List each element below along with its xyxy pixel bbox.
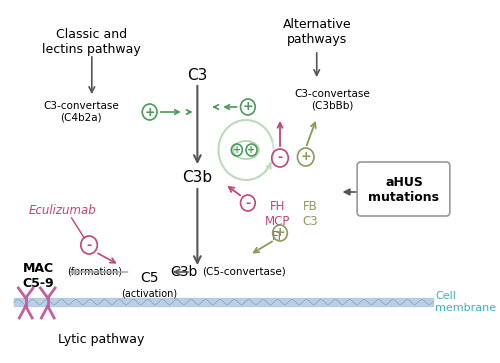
Text: -: - — [246, 196, 250, 209]
Text: MAC
C5-9: MAC C5-9 — [22, 262, 54, 290]
Text: C3: C3 — [187, 68, 208, 82]
Text: +: + — [300, 151, 311, 163]
Text: Classic and
lectins pathway: Classic and lectins pathway — [42, 28, 141, 56]
Text: C3-convertase
(C4b2a): C3-convertase (C4b2a) — [43, 101, 118, 123]
Text: (C5-convertase): (C5-convertase) — [202, 267, 285, 277]
Text: Alternative
pathways: Alternative pathways — [282, 18, 351, 46]
Text: -: - — [86, 238, 92, 252]
Text: C3-convertase
(C3bBb): C3-convertase (C3bBb) — [294, 89, 370, 111]
Text: C3b: C3b — [182, 171, 212, 185]
Text: FH
MCP
FI: FH MCP FI — [264, 200, 290, 243]
Text: +: + — [144, 106, 155, 118]
Text: -: - — [278, 151, 282, 164]
Text: aHUS
mutations: aHUS mutations — [368, 176, 440, 204]
FancyBboxPatch shape — [357, 162, 450, 216]
Text: C3b: C3b — [170, 265, 198, 279]
Text: FB
C3: FB C3 — [302, 200, 318, 228]
Text: +: + — [274, 227, 285, 240]
Text: Lytic pathway: Lytic pathway — [58, 334, 144, 347]
Text: Eculizumab: Eculizumab — [28, 204, 96, 216]
Text: +: + — [248, 145, 256, 155]
Text: +: + — [233, 145, 241, 155]
Text: C5: C5 — [140, 271, 159, 285]
Text: (activation): (activation) — [120, 288, 177, 298]
Text: +: + — [242, 101, 253, 114]
Text: (formation): (formation) — [67, 267, 122, 277]
Text: Cell
membrane: Cell membrane — [435, 291, 496, 313]
